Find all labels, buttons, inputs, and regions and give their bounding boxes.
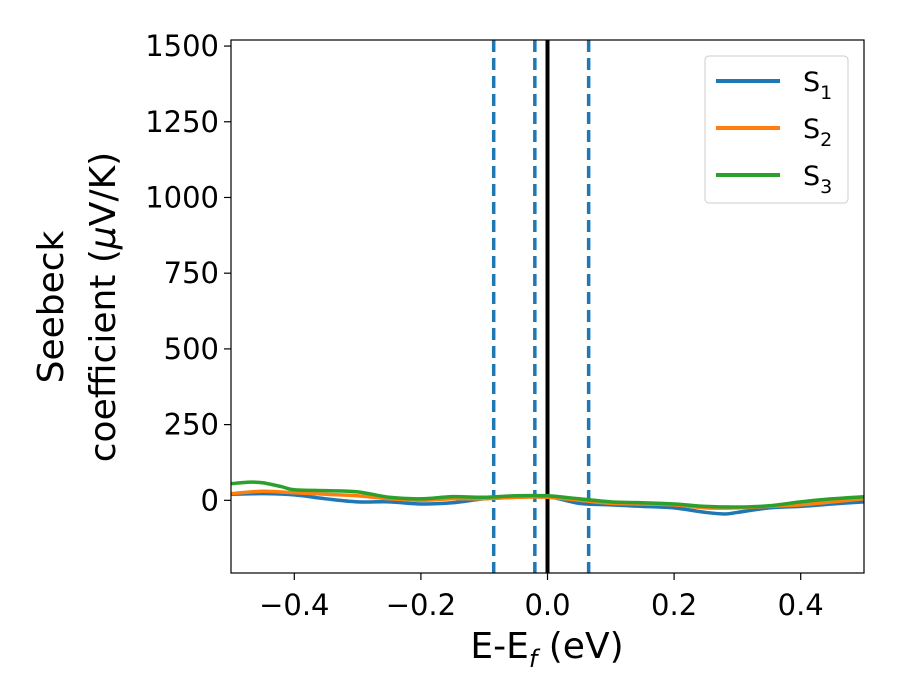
legend: S1 S2 S3 (704, 55, 849, 204)
x-tick-label: 0.2 (651, 588, 697, 622)
y-tick-label: 0 (201, 483, 219, 517)
y-axis-label-line2: coefficient (μV/K) (83, 152, 124, 462)
x-axis-label: E-Ef (eV) (470, 626, 623, 673)
legend-label-s1: S1 (803, 67, 832, 104)
legend-label-s2: S2 (803, 114, 832, 151)
x-tick-label: −0.4 (259, 588, 329, 622)
y-tick-label: 750 (164, 256, 219, 290)
x-tick-label: 0.0 (524, 588, 570, 622)
y-tick-label: 1250 (145, 105, 219, 139)
y-tick-label: 250 (164, 408, 219, 442)
y-tick-label: 500 (164, 332, 219, 366)
series-line-s3 (231, 480, 864, 509)
y-tick-label: 1000 (145, 180, 219, 214)
y-tick-label: 1500 (145, 29, 219, 63)
y-axis: 0 250 500 750 1000 1250 1500 (145, 29, 231, 517)
x-axis: −0.4 −0.2 0.0 0.2 0.4 (259, 573, 824, 622)
y-axis-label-line1: Seebeck (31, 230, 72, 383)
x-tick-label: 0.4 (778, 588, 824, 622)
legend-label-s3: S3 (803, 161, 832, 198)
x-tick-label: −0.2 (386, 588, 456, 622)
